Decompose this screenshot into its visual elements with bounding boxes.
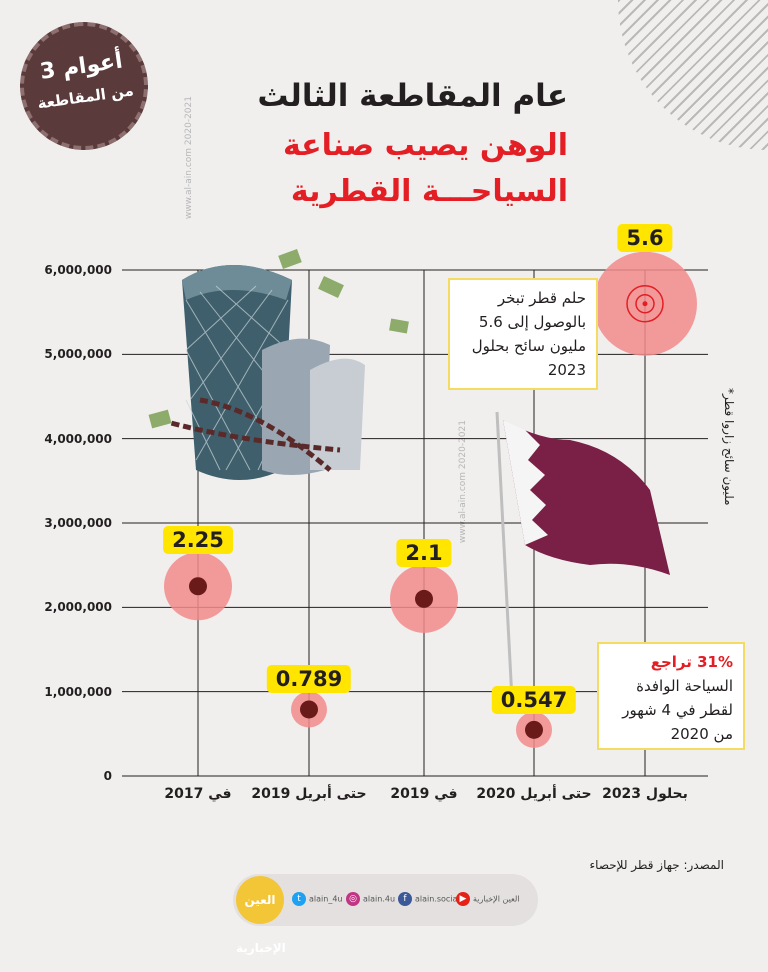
youtube-icon: ▶ (456, 892, 470, 906)
data-label: 5.6 (617, 223, 673, 252)
x-tick-label: في 2019 (390, 786, 458, 802)
chart-marks (164, 251, 697, 748)
data-point (189, 577, 207, 596)
instagram-icon: ◎ (346, 892, 360, 906)
data-point (525, 720, 543, 739)
data-label: 0.789 (266, 665, 352, 694)
y-tick-label: 5,000,000 (44, 347, 112, 362)
y-tick-label: 1,000,000 (44, 684, 112, 699)
facebook-icon: f (398, 892, 412, 906)
twitter-link[interactable]: t alain_4u (292, 892, 342, 906)
al-ain-logo: العين الإخبارية (236, 876, 286, 955)
x-tick-label: في 2017 (164, 786, 232, 802)
headline-line2: الوهن يصيب صناعة (282, 128, 568, 163)
x-tick-label: حتى أبريل 2020 (476, 786, 592, 802)
twitter-icon: t (292, 892, 306, 906)
decline-highlight: 31% تراجع (650, 653, 733, 671)
target-ring (626, 284, 664, 323)
target-note: حلم قطر تبخر بالوصول إلى 5.6 مليون سائح … (448, 278, 598, 390)
qatar-flag-illustration (495, 411, 670, 701)
youtube-link[interactable]: ▶ العين الإخبارية (456, 892, 520, 906)
y-axis-title: *مليون سائح زاروا قطر (722, 388, 736, 506)
y-tick-label: 2,000,000 (44, 600, 112, 615)
x-tick-label: حتى أبريل 2019 (251, 786, 367, 802)
tower-illustration (148, 249, 409, 480)
source-credit: المصدر: جهاز قطر للإحصاء (589, 858, 724, 872)
decline-text: السياحة الوافدة لقطر في 4 شهور من 2020 (622, 677, 733, 743)
facebook-link[interactable]: f alain.social (398, 892, 460, 906)
x-tick-label: بحلول 2023 (602, 786, 688, 802)
instagram-link[interactable]: ◎ alain.4u (346, 892, 395, 906)
chart-canvas (122, 249, 708, 777)
data-point (300, 700, 318, 719)
data-point (415, 589, 433, 608)
data-label: 2.1 (396, 538, 452, 567)
y-tick-label: 4,000,000 (44, 431, 112, 446)
target-ring-inner (635, 293, 655, 314)
headline-line1: عام المقاطعة الثالث (257, 78, 568, 114)
y-tick-label: 0 (103, 769, 112, 783)
y-tick-label: 6,000,000 (44, 263, 112, 277)
y-tick-label: 3,000,000 (44, 516, 112, 530)
headline-line3: السياحـــة القطرية (290, 174, 568, 209)
data-label: 0.547 (491, 685, 577, 714)
decline-note: 31% تراجع السياحة الوافدة لقطر في 4 شهور… (597, 642, 745, 750)
data-label: 2.25 (163, 526, 233, 555)
data-point (642, 301, 648, 307)
